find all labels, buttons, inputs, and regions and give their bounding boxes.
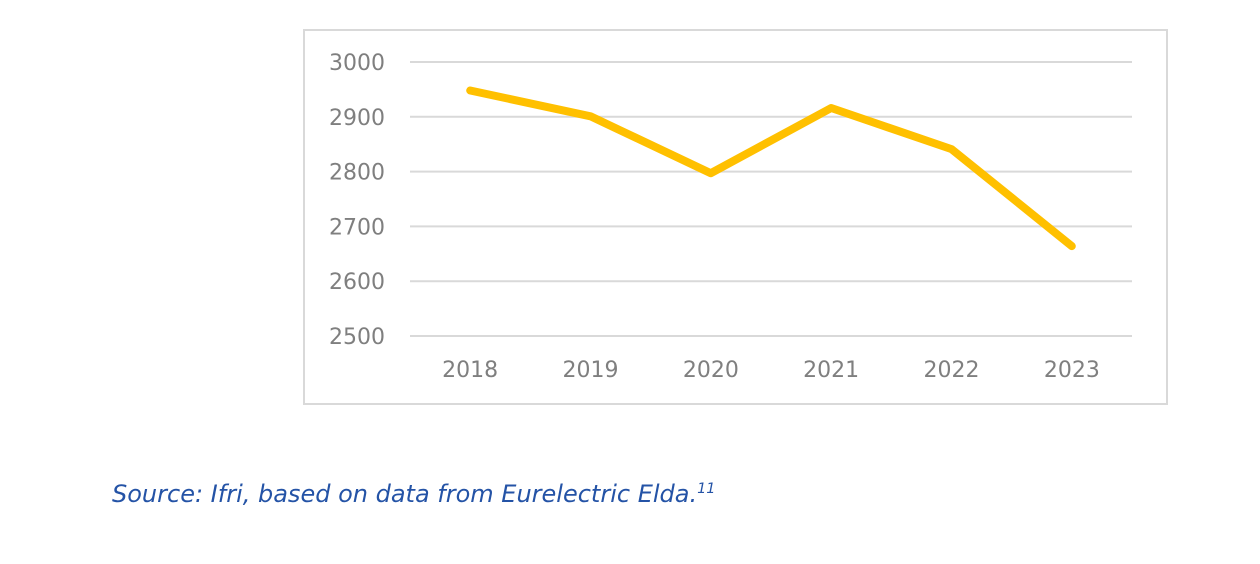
- x-tick-label-2023: 2023: [1044, 358, 1100, 383]
- data-series-line-0: [466, 86, 1076, 251]
- y-tick-label-2600: 2600: [329, 270, 385, 295]
- x-tick-label-2022: 2022: [924, 358, 980, 383]
- source-caption: Source: Ifri, based on data from Eurelec…: [112, 479, 715, 509]
- line-chart: 2500 2600 2700 2800 2900 3000 2018 2019 2020 2021…: [329, 51, 1132, 383]
- y-tick-label-2800: 2800: [329, 161, 385, 186]
- line-chart-frame: 2500 2600 2700 2800 2900 3000 2018 2019 2020 2021…: [303, 29, 1168, 405]
- y-tick-label-3000: 3000: [329, 51, 385, 76]
- source-caption-text: Source: Ifri, based on data from Eurelec…: [112, 480, 698, 508]
- x-tick-label-2020: 2020: [683, 358, 739, 383]
- y-tick-label-2500: 2500: [329, 325, 385, 350]
- x-tick-label-2018: 2018: [442, 358, 498, 383]
- x-tick-label-2019: 2019: [563, 358, 619, 383]
- y-tick-label-2900: 2900: [329, 106, 385, 131]
- footnote-reference: 11: [697, 481, 716, 497]
- x-tick-label-2021: 2021: [803, 358, 859, 383]
- y-tick-label-2700: 2700: [329, 215, 385, 240]
